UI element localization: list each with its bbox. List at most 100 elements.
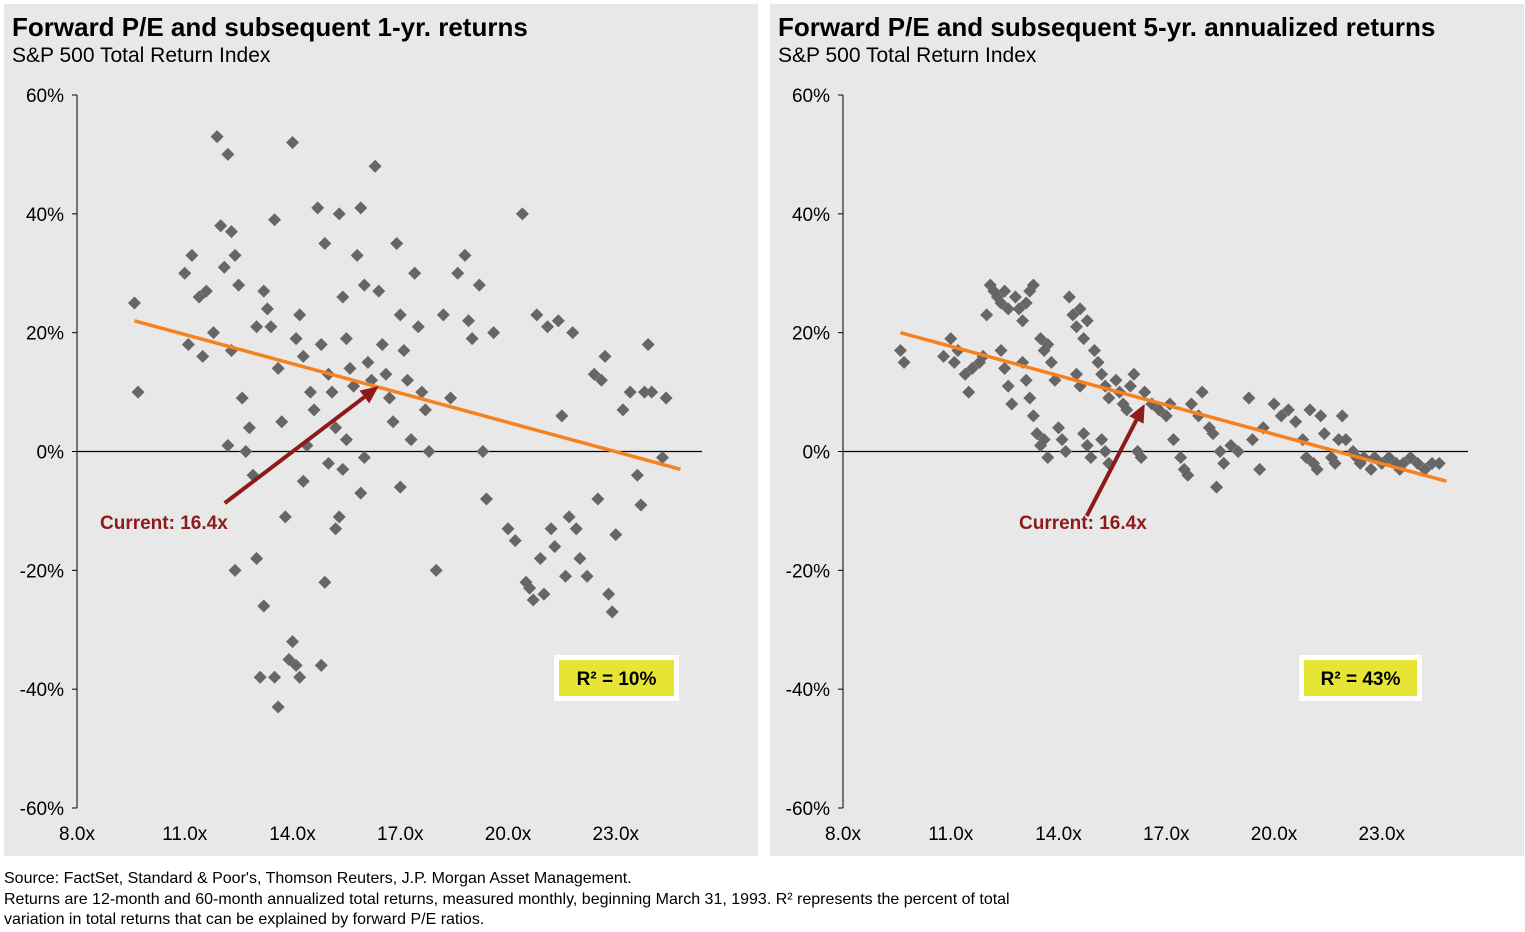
data-point	[1077, 427, 1091, 441]
data-point	[397, 343, 411, 357]
data-point	[897, 355, 911, 369]
data-point	[1317, 427, 1331, 441]
r-squared-label: R² = 43%	[1321, 669, 1401, 690]
data-point	[638, 385, 652, 399]
footnote-method: Returns are 12-month and 60-month annual…	[4, 890, 1010, 908]
data-point	[1084, 450, 1098, 464]
x-tick-label: 11.0x	[928, 824, 974, 845]
data-point	[998, 284, 1012, 298]
data-point	[1001, 379, 1015, 393]
data-point	[659, 391, 673, 405]
data-point	[282, 652, 296, 666]
x-tick-label: 20.0x	[485, 824, 532, 845]
data-point	[415, 385, 429, 399]
y-tick-label: -20%	[20, 561, 64, 582]
x-tick-label: 11.0x	[162, 824, 208, 845]
data-point	[278, 510, 292, 524]
data-point	[217, 260, 231, 274]
data-point	[307, 403, 321, 417]
y-tick-label: -40%	[20, 680, 64, 701]
data-point	[286, 136, 300, 150]
data-point	[1080, 439, 1094, 453]
data-point	[232, 278, 246, 292]
data-point	[1095, 433, 1109, 447]
data-point	[350, 248, 364, 262]
data-point	[1127, 367, 1141, 381]
data-point	[250, 551, 264, 565]
data-point	[1310, 462, 1324, 476]
data-point	[573, 551, 587, 565]
data-point	[314, 658, 328, 672]
data-point	[937, 349, 951, 363]
chart-subtitle: S&P 500 Total Return Index	[12, 44, 271, 67]
data-point	[530, 308, 544, 322]
data-point	[1303, 403, 1317, 417]
data-point	[1206, 427, 1220, 441]
data-point	[1008, 290, 1022, 304]
data-point	[1213, 445, 1227, 458]
data-point	[1026, 409, 1040, 423]
data-point	[472, 278, 486, 292]
chart-panel-1yr: Forward P/E and subsequent 1-yr. returns…	[4, 4, 758, 856]
data-point	[228, 248, 242, 262]
data-point	[221, 439, 235, 453]
data-point	[476, 445, 490, 458]
data-point	[526, 593, 540, 607]
data-point	[393, 480, 407, 494]
x-tick-label: 14.0x	[1035, 824, 1082, 845]
data-point	[390, 237, 404, 251]
data-point	[192, 290, 206, 304]
data-point	[1224, 439, 1238, 453]
footnote: Source: FactSet, Standard & Poor's, Thom…	[4, 869, 1010, 931]
y-tick-label: -60%	[786, 799, 830, 820]
data-point	[1109, 373, 1123, 387]
data-point	[404, 433, 418, 447]
data-point	[990, 290, 1004, 304]
data-point	[983, 278, 997, 292]
data-point	[289, 658, 303, 672]
data-point	[357, 278, 371, 292]
data-point	[1066, 308, 1080, 322]
data-point	[1023, 391, 1037, 405]
data-point	[533, 551, 547, 565]
data-point	[131, 385, 145, 399]
data-point	[1062, 290, 1076, 304]
current-arrow-shaft	[223, 395, 366, 505]
data-point	[1404, 450, 1418, 464]
data-point	[1174, 450, 1188, 464]
data-point	[1016, 314, 1030, 328]
data-point	[1339, 433, 1353, 447]
data-point	[361, 355, 375, 369]
data-point	[1166, 433, 1180, 447]
data-point	[1123, 379, 1137, 393]
data-point	[275, 415, 289, 429]
data-point	[998, 361, 1012, 375]
y-tick-label: 0%	[803, 443, 831, 464]
data-point	[1034, 439, 1048, 453]
x-tick-label: 8.0x	[825, 824, 861, 845]
y-tick-label: 60%	[792, 86, 830, 107]
y-tick-label: -60%	[20, 799, 64, 820]
data-point	[591, 492, 605, 506]
data-point	[605, 605, 619, 619]
data-point	[555, 409, 569, 423]
data-point	[1080, 314, 1094, 328]
data-point	[1041, 450, 1055, 464]
x-tick-label: 17.0x	[1143, 824, 1190, 845]
chart-title: Forward P/E and subsequent 1-yr. returns	[12, 12, 528, 42]
data-point	[214, 219, 228, 233]
data-point	[1184, 397, 1198, 411]
data-point	[1152, 403, 1166, 417]
data-point	[332, 510, 346, 524]
data-point	[559, 569, 573, 583]
data-point	[221, 147, 235, 161]
data-point	[318, 575, 332, 589]
data-point	[1102, 391, 1116, 405]
data-point	[1069, 320, 1083, 334]
data-point	[541, 320, 555, 334]
data-point	[1411, 456, 1425, 470]
data-point	[1073, 302, 1087, 316]
data-point	[418, 403, 432, 417]
data-point	[1328, 456, 1342, 470]
data-point	[336, 290, 350, 304]
